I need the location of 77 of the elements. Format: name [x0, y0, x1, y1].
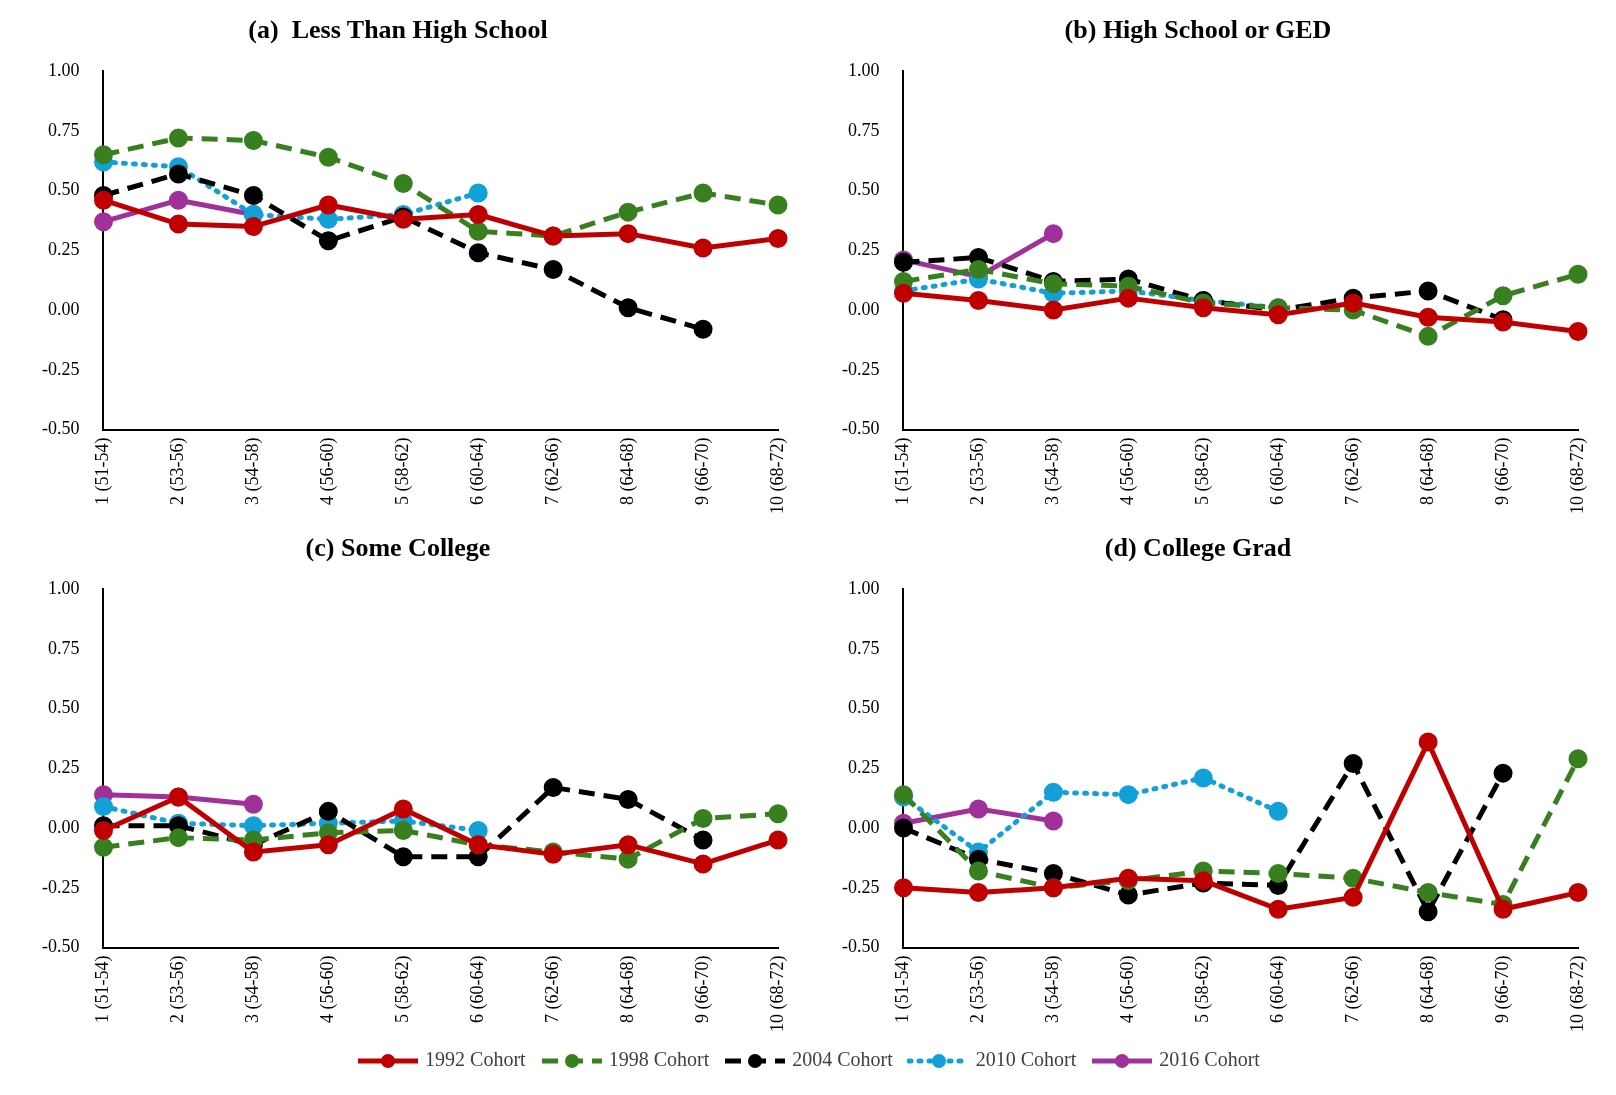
y-tick-label: 0.50: [47, 697, 80, 718]
x-tick-label: 8 (64-68): [616, 955, 638, 1023]
x-tick-label: 4 (56-60): [1117, 955, 1139, 1023]
x-tick-label: 3 (54-58): [242, 955, 264, 1023]
x-tick-label: 8 (64-68): [1416, 437, 1438, 505]
y-tick-label: 0.25: [847, 239, 880, 260]
legend-label: 2004 Cohort: [791, 1048, 893, 1072]
y-tick-label: 0.50: [847, 179, 880, 200]
x-tick-label: 10 (68-72): [1566, 955, 1588, 1032]
x-tick-label: 3 (54-58): [1042, 437, 1064, 505]
y-tick-label: 0.00: [847, 816, 880, 837]
y-tick-label: 1.00: [47, 59, 80, 80]
y-tick-label: 0.00: [847, 298, 880, 319]
x-tick-label: 4 (56-60): [317, 955, 339, 1023]
y-tick-label: -0.25: [41, 876, 80, 897]
y-tick-label: 0.75: [847, 637, 880, 658]
x-tick-label: 10 (68-72): [1566, 437, 1588, 514]
y-tick-label: 0.00: [47, 298, 80, 319]
x-tick-label: 8 (64-68): [1416, 955, 1438, 1023]
x-tick-label: 5 (58-62): [392, 437, 414, 505]
y-tick-label: 0.75: [47, 637, 80, 658]
y-tick-label: -0.25: [841, 876, 880, 897]
legend-label: 1992 Cohort: [424, 1048, 526, 1072]
y-tick-label: 1.00: [47, 577, 80, 598]
y-tick-label: 1.00: [847, 59, 880, 80]
x-tick-label: 7 (62-66): [1341, 955, 1363, 1023]
x-tick-label: 4 (56-60): [317, 437, 339, 505]
y-tick-label: 0.25: [47, 239, 80, 260]
x-tick-label: 2 (53-56): [967, 955, 989, 1023]
y-tick-label: 0.50: [847, 697, 880, 718]
x-tick-label: 5 (58-62): [1192, 437, 1214, 505]
y-tick-label: 0.75: [847, 119, 880, 140]
x-tick-label: 5 (58-62): [392, 955, 414, 1023]
x-tick-label: 6 (60-64): [1266, 955, 1288, 1023]
y-tick-label: 0.75: [47, 119, 80, 140]
x-tick-label: 10 (68-72): [766, 955, 788, 1032]
x-tick-label: 1 (51-54): [892, 955, 914, 1023]
x-tick-label: 7 (62-66): [1341, 437, 1363, 505]
y-tick-label: -0.50: [41, 418, 80, 439]
y-tick-label: -0.50: [41, 936, 80, 957]
x-tick-label: 6 (60-64): [466, 955, 488, 1023]
y-tick-label: 1.00: [847, 577, 880, 598]
x-tick-label: 5 (58-62): [1192, 955, 1214, 1023]
y-tick-label: -0.25: [41, 358, 80, 379]
x-tick-label: 9 (66-70): [691, 437, 713, 505]
chart-title: (b) High School or GED: [1064, 15, 1332, 45]
legend-label: 2010 Cohort: [974, 1048, 1077, 1072]
y-tick-label: -0.50: [841, 418, 880, 439]
x-tick-label: 2 (53-56): [167, 955, 189, 1023]
x-tick-label: 4 (56-60): [1117, 437, 1139, 505]
chart-title: (c) Some College: [305, 533, 491, 563]
x-tick-label: 1 (51-54): [92, 437, 114, 505]
x-tick-label: 9 (66-70): [1491, 955, 1513, 1023]
y-tick-label: 0.25: [847, 757, 880, 778]
y-tick-label: 0.00: [47, 816, 80, 837]
x-tick-label: 3 (54-58): [1042, 955, 1064, 1023]
y-tick-label: 0.25: [47, 757, 80, 778]
x-tick-label: 1 (51-54): [892, 437, 914, 505]
x-tick-label: 9 (66-70): [691, 955, 713, 1023]
x-tick-label: 2 (53-56): [967, 437, 989, 505]
legend-label: 2016 Cohort: [1158, 1048, 1260, 1072]
x-tick-label: 10 (68-72): [766, 437, 788, 514]
x-tick-label: 7 (62-66): [541, 437, 563, 505]
x-tick-label: 8 (64-68): [616, 437, 638, 505]
y-tick-label: -0.25: [841, 358, 880, 379]
x-tick-label: 7 (62-66): [541, 955, 563, 1023]
legend-label: 1998 Cohort: [607, 1048, 710, 1072]
y-tick-label: -0.50: [841, 936, 880, 957]
x-tick-label: 1 (51-54): [92, 955, 114, 1023]
y-tick-label: 0.50: [47, 179, 80, 200]
x-tick-label: 9 (66-70): [1491, 437, 1513, 505]
x-tick-label: 6 (60-64): [1266, 437, 1288, 505]
x-tick-label: 3 (54-58): [242, 437, 264, 505]
x-tick-label: 6 (60-64): [466, 437, 488, 505]
chart-title: (d) College Grad: [1104, 533, 1292, 563]
x-tick-label: 2 (53-56): [167, 437, 189, 505]
chart-title: (a) Less Than High School: [248, 15, 548, 45]
